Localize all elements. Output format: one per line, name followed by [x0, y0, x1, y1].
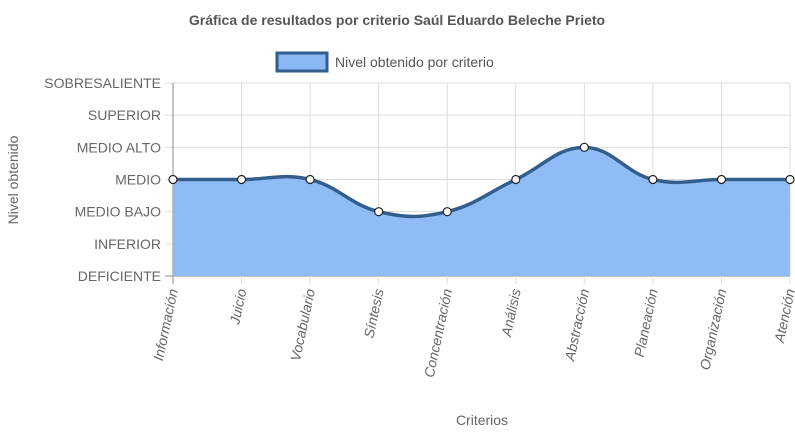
x-tick-label: Síntesis — [361, 287, 387, 339]
legend[interactable]: Nivel obtenido por criterio — [275, 51, 494, 73]
data-points — [168, 142, 795, 217]
data-point[interactable] — [442, 207, 452, 217]
y-tick-label: MEDIO — [115, 172, 161, 188]
y-tick-label: INFERIOR — [94, 236, 161, 252]
x-axis-ticks: Información Juicio Vocabulario Síntesis Conc… — [150, 287, 795, 379]
y-axis-title: Nivel obtenido — [5, 135, 21, 224]
data-point[interactable] — [168, 174, 178, 185]
area-fill — [173, 147, 790, 276]
legend-swatch — [275, 51, 329, 73]
x-tick-label: Análisis — [498, 287, 524, 339]
data-point[interactable] — [648, 174, 658, 185]
data-point[interactable] — [305, 174, 315, 185]
data-point[interactable] — [716, 174, 727, 185]
data-point[interactable] — [236, 174, 247, 185]
data-point[interactable] — [511, 174, 521, 185]
y-tick-label: SUPERIOR — [88, 107, 161, 123]
y-tick-label: DEFICIENTE — [78, 268, 161, 284]
data-point[interactable] — [785, 174, 795, 185]
data-point[interactable] — [374, 207, 384, 217]
data-point[interactable] — [579, 142, 589, 152]
x-tick-label: Abstracción — [561, 287, 592, 363]
y-tick-label: SOBRESALIENTE — [44, 75, 161, 91]
y-axis-ticks: DEFICIENTE INFERIOR MEDIO BAJO MEDIO MEDIO A… — [44, 75, 161, 284]
chart-title: Gráfica de resultados por criterio Saúl … — [189, 12, 605, 28]
x-tick-label: Atención — [771, 287, 795, 345]
y-tick-label: MEDIO BAJO — [75, 204, 161, 220]
series-line — [173, 145, 790, 219]
plot-area — [173, 145, 790, 276]
x-axis-title: Criterios — [456, 412, 508, 428]
x-tick-label: Vocabulario — [287, 287, 318, 362]
x-tick-label: Concentración — [421, 287, 455, 379]
x-tick-label: Juicio — [226, 287, 249, 327]
legend-label: Nivel obtenido por criterio — [335, 54, 494, 70]
x-tick-label: Información — [150, 287, 181, 362]
x-tick-label: Organización — [697, 287, 730, 371]
y-tick-label: MEDIO ALTO — [77, 139, 161, 155]
x-tick-label: Planeación — [631, 287, 661, 358]
